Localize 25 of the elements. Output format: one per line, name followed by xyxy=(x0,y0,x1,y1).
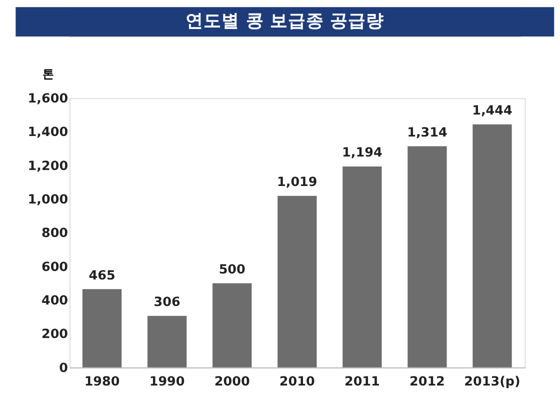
data-label: 465 xyxy=(88,267,116,282)
y-tick-label: 200 xyxy=(41,326,68,342)
data-label: 306 xyxy=(154,294,180,310)
x-tick-label: 1980 xyxy=(84,374,120,389)
y-tick-label: 0 xyxy=(59,360,68,375)
y-tick-label: 1,000 xyxy=(28,192,68,207)
x-tick-label: 2013(p) xyxy=(464,374,520,389)
y-tick-label: 1,600 xyxy=(28,90,68,106)
y-tick-label: 400 xyxy=(41,292,68,308)
x-tick-label: 2011 xyxy=(344,374,380,389)
data-label: 1,314 xyxy=(407,124,448,140)
y-tick-label: 600 xyxy=(41,258,68,274)
data-label: 1,444 xyxy=(472,102,512,118)
data-label: 1,194 xyxy=(342,144,382,160)
data-label: 1,019 xyxy=(277,174,318,190)
x-tick-label: 2000 xyxy=(214,374,250,389)
data-label: 500 xyxy=(218,261,246,276)
y-tick-label: 800 xyxy=(41,225,68,240)
x-tick-label: 2012 xyxy=(410,374,445,389)
chart-title: 연도별 콩 보급종 공급량 xyxy=(186,12,384,32)
y-tick-label: 1,200 xyxy=(28,158,68,173)
x-tick-label: 2010 xyxy=(279,374,315,389)
y-tick-label: 1,400 xyxy=(28,124,68,140)
y-axis-title: 톤 xyxy=(42,67,54,82)
x-tick-label: 1990 xyxy=(149,374,185,389)
